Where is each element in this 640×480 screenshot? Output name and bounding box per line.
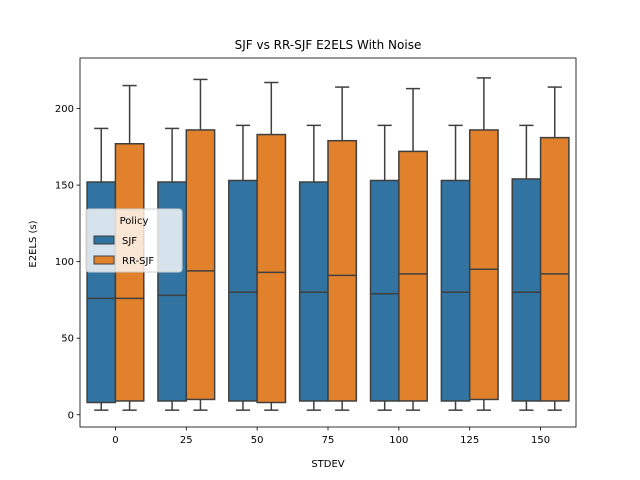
box-body (185, 129, 216, 401)
x-tick-label: 50 (251, 435, 264, 446)
x-tick-label: 75 (322, 435, 335, 446)
box-body (539, 136, 570, 402)
y-tick-label: 0 (68, 410, 74, 421)
x-tick-label: 125 (460, 435, 479, 446)
box-rr-sjf-100 (398, 87, 428, 411)
box-rr-sjf-150 (539, 86, 570, 411)
box-rr-sjf-125 (468, 77, 499, 411)
y-tick-label: 200 (55, 104, 74, 115)
x-tick-label: 25 (180, 435, 193, 446)
box-body (511, 178, 542, 402)
box-body (298, 181, 329, 402)
box-rr-sjf-25 (185, 78, 216, 411)
x-tick-label: 150 (531, 435, 550, 446)
box-sjf-50 (228, 124, 258, 411)
box-sjf-150 (511, 124, 542, 411)
x-tick-label: 100 (389, 435, 408, 446)
box-body (256, 133, 287, 404)
legend: Policy SJF RR-SJF (85, 208, 183, 273)
x-tick-label: 0 (112, 435, 118, 446)
axes: 0 50 100 150 200 0 25 50 75 100 125 150 (55, 57, 577, 446)
legend-swatch (93, 255, 115, 265)
x-axis-title: STDEV (311, 459, 344, 470)
box-body (369, 179, 400, 402)
box-body (440, 179, 471, 402)
box-rr-sjf-75 (327, 86, 358, 411)
box-sjf-100 (369, 124, 400, 411)
box-body (228, 179, 258, 402)
legend-label: SJF (122, 236, 137, 247)
chart-title: SJF vs RR-SJF E2ELS With Noise (235, 38, 422, 52)
y-tick-label: 50 (61, 334, 74, 345)
box-body (398, 150, 428, 402)
box-sjf-125 (440, 124, 471, 411)
y-axis-title: E2ELS (s) (28, 220, 39, 267)
legend-swatch (93, 235, 115, 245)
box-body (468, 129, 499, 401)
y-tick-label: 100 (55, 257, 74, 268)
legend-title: Policy (120, 216, 149, 227)
y-tick-label: 150 (55, 181, 74, 192)
box-body (327, 139, 358, 402)
box-sjf-75 (298, 124, 329, 411)
box-rr-sjf-50 (256, 81, 287, 411)
legend-label: RR-SJF (122, 256, 154, 267)
